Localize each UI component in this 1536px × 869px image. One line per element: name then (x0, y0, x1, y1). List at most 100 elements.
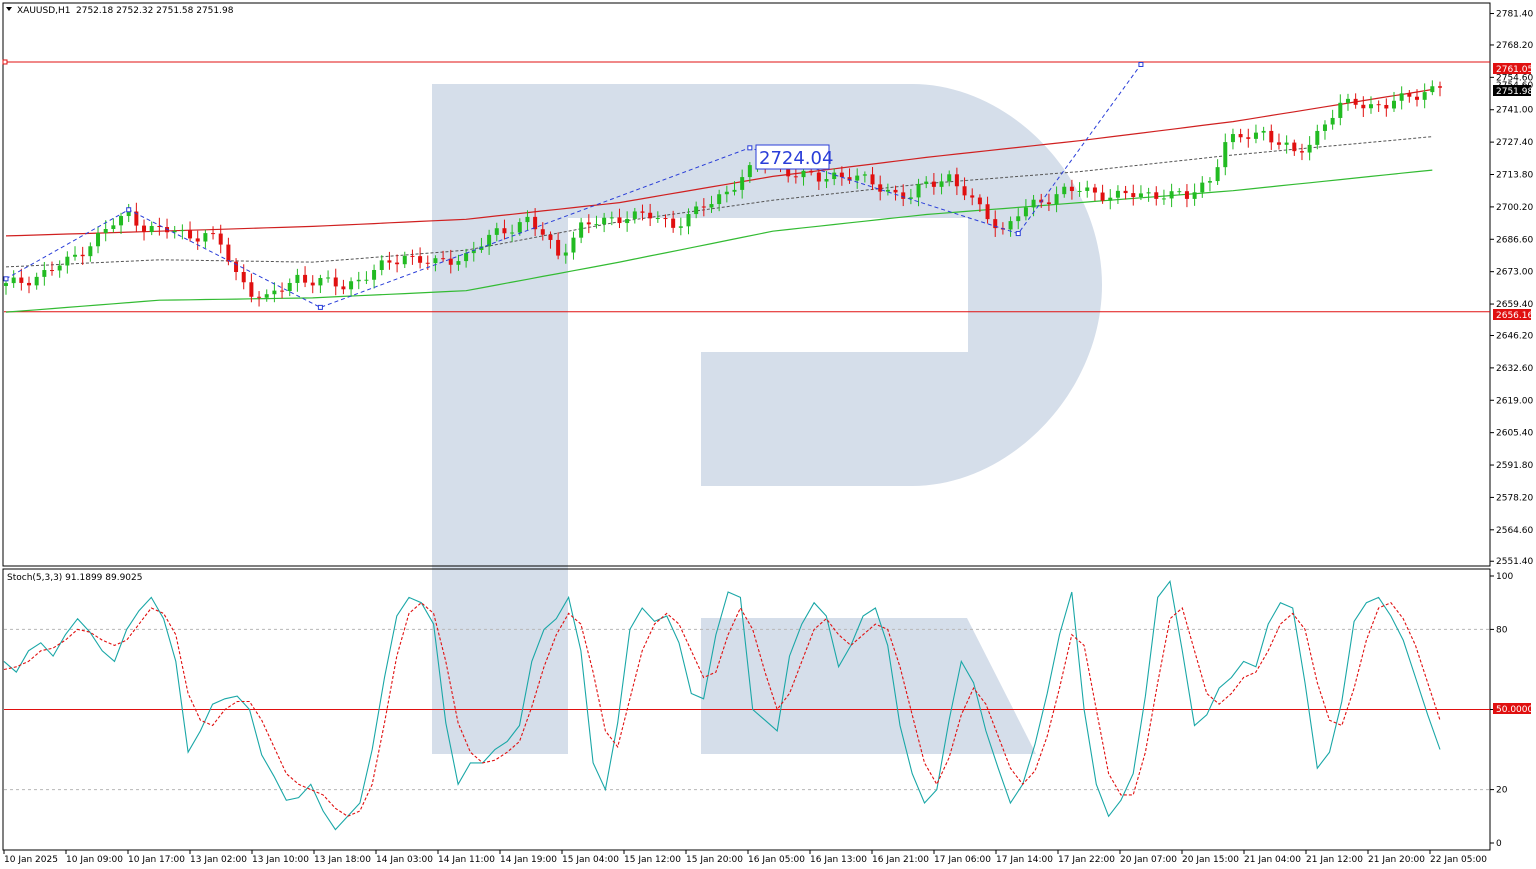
projection-node (3, 276, 9, 282)
candle-body (962, 186, 967, 196)
price-tick-label: 2659.40 (1496, 300, 1533, 310)
price-tick-label: 2741.00 (1496, 106, 1533, 116)
candle-body (801, 170, 806, 178)
candle-body (1430, 86, 1435, 93)
candle-body (195, 238, 200, 242)
candle-body (594, 224, 599, 226)
candle-body (464, 253, 469, 262)
candle-body (1307, 144, 1312, 153)
time-tick-label: 15 Jan 04:00 (562, 855, 619, 865)
candle-body (1154, 192, 1159, 199)
stoch-level-lines (4, 628, 1490, 791)
candle-body (1407, 93, 1412, 97)
time-tick-label: 21 Jan 04:00 (1244, 855, 1301, 865)
candle-body (540, 229, 545, 235)
candle-body (103, 229, 108, 234)
time-tick-label: 16 Jan 21:00 (872, 855, 929, 865)
time-tick-label: 14 Jan 19:00 (500, 855, 557, 865)
candle-body (287, 282, 292, 292)
candle-body (878, 184, 883, 192)
candle-body (57, 265, 62, 271)
candle-body (188, 230, 193, 239)
candle-body (1177, 191, 1182, 193)
candle-body (425, 262, 430, 264)
candle-body (203, 233, 208, 242)
resistance-price-tag: 2761.05 (1496, 65, 1533, 75)
time-tick-label: 16 Jan 05:00 (748, 855, 805, 865)
candle-body (387, 260, 392, 263)
time-tick-label: 22 Jan 05:00 (1430, 855, 1487, 865)
time-tick-label: 14 Jan 11:00 (438, 855, 495, 865)
candle-body (525, 216, 530, 223)
candle-body (80, 254, 85, 257)
time-tick-label: 15 Jan 12:00 (624, 855, 681, 865)
candle-body (717, 194, 722, 205)
candle-body (341, 286, 346, 290)
candle-body (1414, 96, 1419, 100)
price-tick-label: 2551.40 (1496, 557, 1533, 567)
candle-body (149, 225, 154, 233)
candle-body (793, 176, 798, 178)
candle-body (318, 278, 323, 286)
candle-body (456, 261, 461, 265)
candle-body (310, 282, 315, 286)
candle-body (1169, 191, 1174, 199)
price-tick-label: 2754.60 (1496, 73, 1533, 83)
candle-body (119, 216, 124, 226)
price-tick-label: 2632.60 (1496, 364, 1533, 374)
candle-body (1338, 102, 1343, 118)
candle-body (579, 222, 584, 238)
candle-body (1108, 197, 1113, 201)
time-tick-label: 17 Jan 22:00 (1058, 855, 1115, 865)
candle-body (333, 277, 338, 287)
candle-body (73, 254, 78, 257)
candle-body (1016, 216, 1021, 222)
stoch-main-line (3, 579, 1441, 831)
candle-body (939, 181, 944, 187)
candle-body (786, 163, 791, 177)
candle-body (50, 270, 55, 272)
candle-body (732, 189, 737, 192)
candle-body (640, 211, 645, 213)
candle-body (563, 252, 568, 256)
candle-body (1054, 194, 1059, 204)
candle-body (839, 172, 844, 178)
candle-body (11, 277, 16, 284)
candle-body (1292, 142, 1297, 152)
price-tick-label: 2564.60 (1496, 526, 1533, 536)
candle-body (1299, 151, 1304, 153)
projection-node (126, 207, 132, 213)
candle-body (42, 270, 47, 277)
candle-body (402, 255, 407, 265)
candle-body (111, 225, 116, 230)
candle-body (157, 225, 162, 228)
candle-body (855, 175, 860, 181)
candle-body (1230, 134, 1235, 143)
candle-body (678, 226, 683, 228)
candle-body (847, 177, 852, 181)
candle-body (977, 197, 982, 205)
price-tick-label: 2578.20 (1496, 493, 1533, 503)
stoch-tick-label: 0 (1496, 839, 1502, 849)
candle-body (241, 272, 246, 283)
candle-body (625, 218, 630, 224)
collapse-triangle-icon[interactable] (6, 7, 12, 11)
candle-body (1376, 104, 1381, 106)
candle-body (1023, 207, 1028, 217)
candle-body (870, 174, 875, 185)
candle-body (249, 282, 254, 297)
candle-body (1422, 92, 1427, 100)
stoch-signal-line (3, 601, 1441, 817)
candle-body (1438, 86, 1442, 88)
support-price-tag: 2656.16 (1496, 311, 1533, 321)
price-tick-label: 2700.20 (1496, 203, 1533, 213)
projection-lines (3, 61, 1144, 310)
candle-body (34, 276, 39, 286)
stoch-50-tag-bg (1493, 703, 1531, 714)
projection-node (317, 304, 323, 310)
candle-body (264, 294, 269, 298)
candle-body (1115, 190, 1120, 198)
candle-body (931, 181, 936, 187)
candle-body (655, 218, 660, 220)
